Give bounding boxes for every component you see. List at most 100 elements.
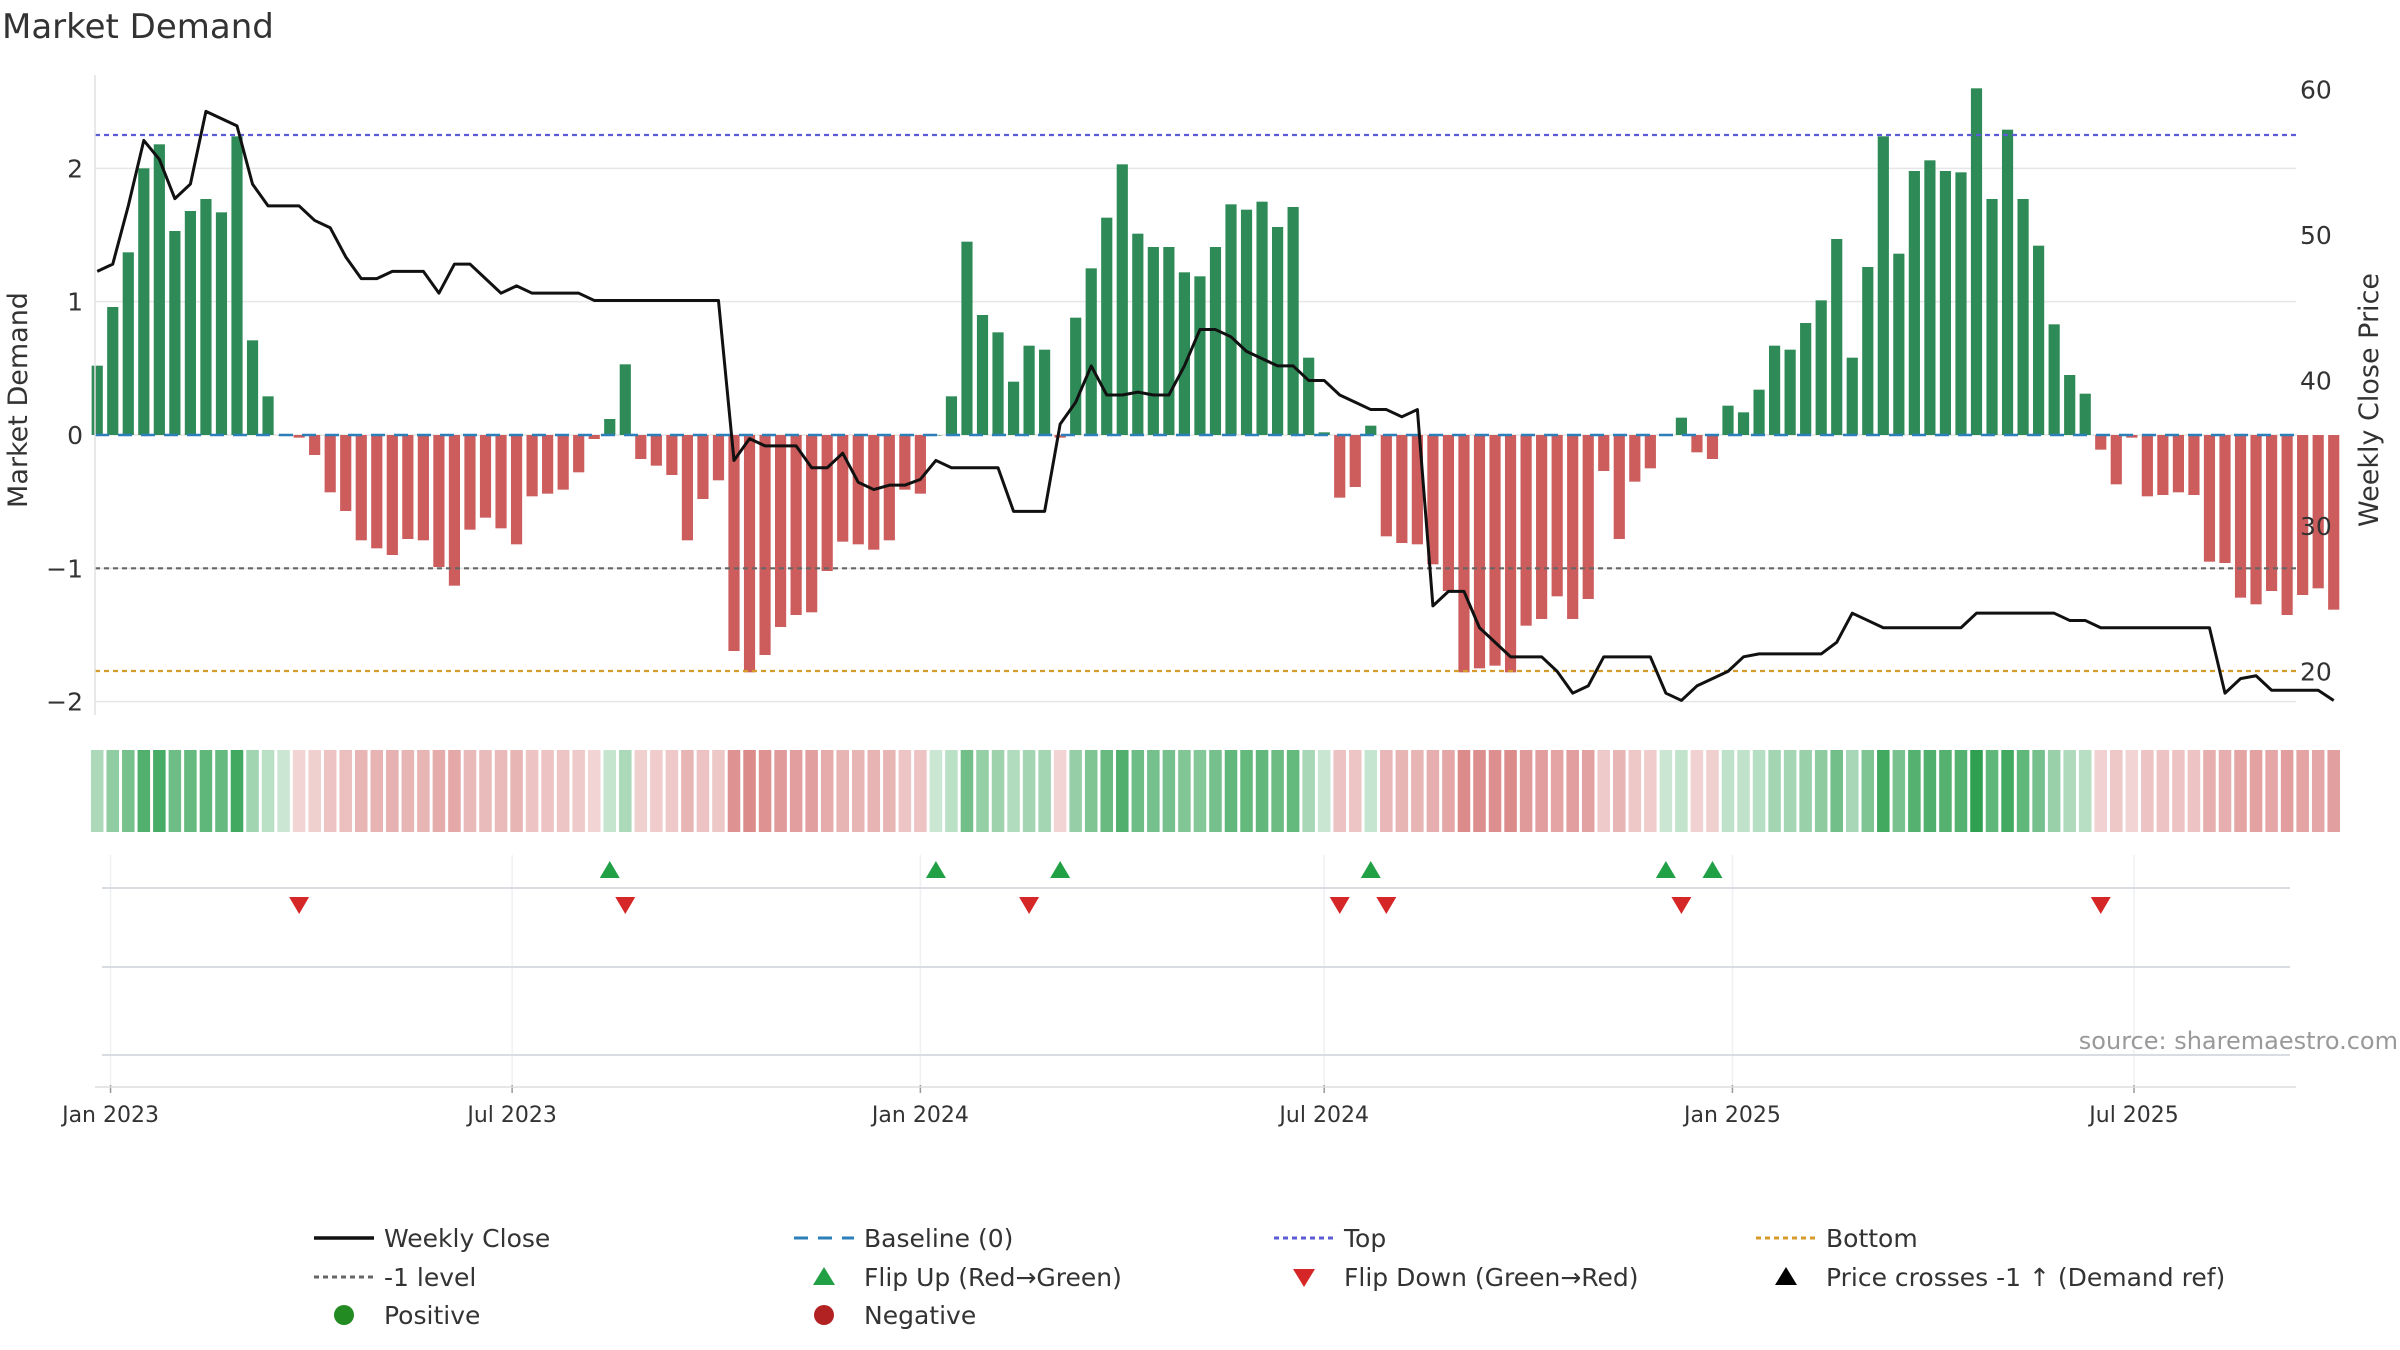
legend-swatch <box>813 1267 835 1285</box>
heat-strip-cell <box>789 750 803 832</box>
demand-bar <box>1272 227 1284 435</box>
demand-bar <box>464 435 476 530</box>
heat-strip-cell <box>1644 750 1657 832</box>
demand-bar <box>806 435 818 613</box>
legend-label: Top <box>1343 1224 1386 1253</box>
heat-strip-cell <box>494 750 508 832</box>
heat-strip-cell <box>386 750 399 832</box>
demand-bar <box>2250 435 2262 605</box>
heat-strip-cell <box>820 750 834 832</box>
demand-bar <box>2017 199 2029 435</box>
legend-item: Top <box>1274 1224 1386 1253</box>
source-label: source: sharemaestro.com <box>2079 1027 2398 1055</box>
demand-bar <box>495 435 507 529</box>
demand-bars <box>91 88 2340 673</box>
heat-strip-cell <box>417 750 430 832</box>
demand-bar <box>868 435 880 550</box>
demand-bar <box>883 435 895 541</box>
heat-strip-cell <box>619 750 632 832</box>
signal-panels <box>102 861 2290 1056</box>
heat-strip-cell <box>1721 750 1735 832</box>
demand-bar <box>340 435 352 511</box>
flip-down-marker <box>1376 897 1397 914</box>
heat-strip-cell <box>1597 750 1611 832</box>
price-line-layer <box>96 109 2335 702</box>
demand-bar <box>1769 345 1781 435</box>
heat-strip-cell <box>1504 750 1517 832</box>
demand-bar <box>1567 435 1579 619</box>
flip-down-marker <box>2090 897 2111 914</box>
heat-strip-cell <box>339 750 352 832</box>
demand-bar <box>1582 435 1594 599</box>
heat-strip-cell <box>2187 750 2201 832</box>
heat-strip-cell <box>2047 750 2061 832</box>
heat-strip-cell <box>1581 750 1595 832</box>
heat-strip-cell <box>2327 750 2340 832</box>
heat-strip-cell <box>354 750 368 832</box>
heat-strip-cell <box>199 750 213 832</box>
demand-bar <box>2219 435 2231 563</box>
y2-tick-label: 40 <box>2300 366 2332 395</box>
demand-bar <box>1427 435 1439 565</box>
heat-strip-cell <box>898 750 912 832</box>
heat-strip-cell <box>1814 750 1828 832</box>
legend-item: Positive <box>334 1301 480 1330</box>
demand-bar <box>1675 417 1687 435</box>
heat-strip-cell <box>2218 750 2232 832</box>
heat-strip-cell <box>1473 750 1486 832</box>
demand-bar <box>2188 435 2200 495</box>
heat-strip-cell <box>1550 750 1564 832</box>
heat-strip-cell <box>1985 750 1999 832</box>
heat-strip-cell <box>556 750 570 832</box>
heat-strip-cell <box>634 750 648 832</box>
heat-strip-cell <box>432 750 446 832</box>
heat-strip-cell <box>696 750 710 832</box>
heat-strip-cell <box>261 750 275 832</box>
heat-strip-cell <box>1411 750 1424 832</box>
heat-strip-cell <box>1845 750 1859 832</box>
heat-strip-cell <box>137 750 151 832</box>
demand-bar <box>1784 349 1796 435</box>
heat-strip-cell <box>1426 750 1440 832</box>
demand-bar <box>262 396 274 435</box>
demand-bar <box>1303 357 1315 435</box>
demand-bar <box>371 435 383 549</box>
demand-bar <box>1862 267 1874 435</box>
demand-bar <box>2157 435 2169 495</box>
heat-strip-cell <box>851 750 865 832</box>
demand-bar <box>1101 217 1113 435</box>
heat-strip-cell <box>1488 750 1502 832</box>
heat-strip-cell <box>308 750 321 832</box>
demand-bar <box>945 396 958 435</box>
demand-bar <box>604 419 616 435</box>
heat-strip-cell <box>2265 750 2278 832</box>
y2-tick-label: 30 <box>2300 512 2332 541</box>
heat-strip-cell <box>1768 750 1781 832</box>
demand-bar <box>1955 172 1967 435</box>
heat-strip-cell <box>2203 750 2216 832</box>
legend-label: Baseline (0) <box>864 1224 1013 1253</box>
y2-tick-label: 20 <box>2300 657 2332 686</box>
heat-strip-cell <box>525 750 539 832</box>
legend-label: Flip Up (Red→Green) <box>864 1263 1122 1292</box>
demand-bar <box>91 365 103 435</box>
heat-strip-cell <box>2296 750 2309 832</box>
heat-strip-cell <box>1147 750 1160 832</box>
y-axis-label: Market Demand <box>3 292 34 508</box>
heat-strip-cell <box>1084 750 1098 832</box>
demand-bar <box>2234 435 2247 598</box>
heat-strip-cell <box>122 750 135 832</box>
demand-bar <box>852 435 864 545</box>
legend-label: Price crosses -1 ↑ (Demand ref) <box>1826 1263 2225 1292</box>
heat-strip-cell <box>2063 750 2076 832</box>
demand-bar <box>1520 435 1532 626</box>
heat-strip-cell <box>2078 750 2092 832</box>
heat-strip-cell <box>2234 750 2247 832</box>
flip-up-marker <box>599 861 620 878</box>
heat-strip-cell <box>1053 750 1067 832</box>
demand-bar <box>1877 136 1889 435</box>
heat-strip-cell <box>2125 750 2139 832</box>
heat-strip-cell <box>2001 750 2014 832</box>
legend-item: Weekly Close <box>314 1224 550 1253</box>
